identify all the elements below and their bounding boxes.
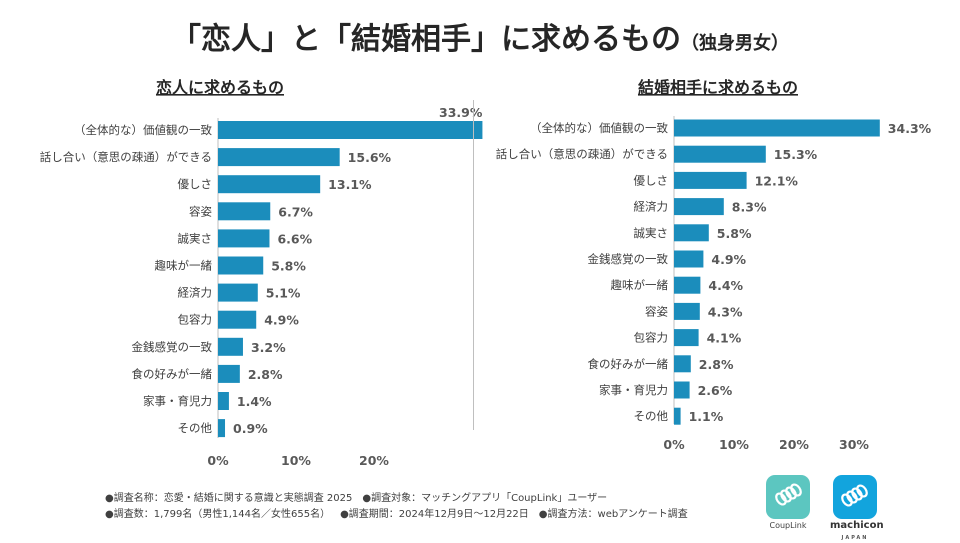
left-value-label: 3.2% bbox=[251, 340, 286, 355]
right-category-label: 優しさ bbox=[634, 173, 669, 187]
right-bar bbox=[674, 250, 704, 268]
left-bar bbox=[218, 392, 229, 410]
left-value-label: 5.8% bbox=[271, 259, 306, 274]
left-bar bbox=[218, 256, 264, 275]
right-category-label: （全体的な）価値観の一致 bbox=[530, 121, 668, 135]
right-value-label: 2.8% bbox=[699, 357, 734, 372]
right-category-label: 食の好みが一緒 bbox=[588, 357, 669, 371]
footer-count: ●調査数：1,799名（男性1,144名／女性655名） bbox=[105, 509, 331, 520]
machicon-logo: machicon JAPAN bbox=[830, 475, 884, 543]
left-value-label: 5.1% bbox=[266, 286, 301, 301]
title-main: 「恋人」と「結婚相手」に求めるもの bbox=[171, 22, 681, 57]
left-category-label: その他 bbox=[178, 421, 213, 435]
right-bar bbox=[674, 171, 747, 189]
left-value-label: 1.4% bbox=[237, 394, 272, 409]
left-category-label: （全体的な）価値観の一致 bbox=[74, 123, 212, 137]
page-title: 「恋人」と「結婚相手」に求めるもの（独身男女） bbox=[0, 14, 960, 58]
left-x-tick-label: 0% bbox=[207, 453, 229, 468]
right-value-label: 4.4% bbox=[708, 278, 743, 293]
right-x-tick-label: 30% bbox=[839, 437, 869, 452]
left-x-tick-label: 20% bbox=[359, 453, 389, 468]
right-value-label: 4.9% bbox=[711, 252, 746, 267]
left-value-label: 6.6% bbox=[277, 231, 312, 246]
right-value-label: 15.3% bbox=[774, 147, 818, 162]
left-category-label: 優しさ bbox=[178, 177, 213, 191]
right-category-label: 包容力 bbox=[634, 331, 669, 345]
right-value-label: 8.3% bbox=[732, 200, 767, 215]
right-bar bbox=[674, 119, 880, 137]
left-value-label: 13.1% bbox=[328, 177, 372, 192]
right-value-label: 4.1% bbox=[707, 331, 742, 346]
right-category-label: その他 bbox=[634, 409, 669, 423]
left-category-label: 包容力 bbox=[178, 313, 213, 327]
left-bar bbox=[218, 310, 257, 329]
left-value-label: 15.6% bbox=[348, 150, 392, 165]
survey-footer: ●調査名称：恋愛・結婚に関する意識と実態調査 2025 ●調査対象：マッチングアプ… bbox=[105, 491, 688, 523]
right-bar bbox=[674, 381, 690, 399]
left-bar bbox=[218, 229, 270, 248]
left-category-label: 趣味が一緒 bbox=[155, 259, 213, 273]
right-value-label: 34.3% bbox=[888, 121, 932, 136]
left-category-label: 容姿 bbox=[189, 204, 212, 218]
left-bar bbox=[218, 175, 321, 194]
right-x-tick-label: 20% bbox=[779, 437, 809, 452]
couplink-logo-icon bbox=[766, 475, 810, 519]
right-bar bbox=[674, 224, 709, 242]
machicon-logo-subtext: JAPAN bbox=[841, 535, 869, 541]
right-value-label: 5.8% bbox=[717, 226, 752, 241]
left-value-label: 2.8% bbox=[248, 367, 283, 382]
left-bar bbox=[218, 148, 340, 167]
left-value-label: 6.7% bbox=[278, 204, 313, 219]
chart-divider bbox=[473, 100, 474, 430]
right-category-label: 容姿 bbox=[645, 304, 668, 318]
right-value-label: 4.3% bbox=[708, 304, 743, 319]
couplink-logo: CoupLink bbox=[763, 475, 813, 530]
left-bar bbox=[218, 283, 258, 302]
left-bar bbox=[218, 121, 483, 139]
couplink-logo-text: CoupLink bbox=[769, 521, 807, 530]
right-value-label: 1.1% bbox=[689, 409, 724, 424]
right-category-label: 話し合い（意思の疎通）ができる bbox=[496, 147, 668, 161]
left-x-tick-label: 10% bbox=[281, 453, 311, 468]
left-category-label: 金銭感覚の一致 bbox=[132, 340, 213, 354]
right-bar bbox=[674, 355, 691, 373]
right-bar bbox=[674, 145, 766, 163]
right-category-label: 経済力 bbox=[634, 200, 669, 214]
right-x-tick-label: 10% bbox=[719, 437, 749, 452]
footer-method: ●調査方法：webアンケート調査 bbox=[538, 509, 688, 520]
left-category-label: 話し合い（意思の疎通）ができる bbox=[40, 150, 212, 164]
right-category-label: 誠実さ bbox=[634, 226, 669, 240]
left-bar bbox=[218, 337, 243, 356]
right-chart-title: 結婚相手に求めるもの bbox=[638, 78, 798, 97]
right-category-label: 趣味が一緒 bbox=[611, 278, 669, 292]
left-bar bbox=[218, 364, 240, 383]
left-value-label: 4.9% bbox=[264, 313, 299, 328]
left-category-label: 家事・育児力 bbox=[143, 394, 212, 408]
left-chart-title: 恋人に求めるもの bbox=[156, 78, 284, 97]
left-category-label: 経済力 bbox=[178, 286, 213, 300]
machicon-logo-text: machicon bbox=[830, 520, 884, 531]
left-category-label: 誠実さ bbox=[178, 231, 213, 245]
right-category-label: 家事・育児力 bbox=[599, 383, 668, 397]
left-category-label: 食の好みが一緒 bbox=[132, 367, 213, 381]
left-value-label: 0.9% bbox=[233, 421, 268, 436]
right-category-label: 金銭感覚の一致 bbox=[588, 252, 669, 266]
machicon-logo-icon bbox=[833, 475, 877, 519]
footer-period: ●調査期間：2024年12月9日～12月22日 bbox=[340, 509, 529, 520]
title-sub: （独身男女） bbox=[681, 33, 789, 54]
left-bar bbox=[218, 419, 226, 438]
right-bar bbox=[674, 302, 700, 320]
right-bar bbox=[674, 329, 699, 347]
footer-target: ●調査対象：マッチングアプリ「CoupLink」ユーザー bbox=[362, 493, 608, 504]
right-x-tick-label: 0% bbox=[663, 437, 685, 452]
right-value-label: 12.1% bbox=[755, 173, 799, 188]
right-value-label: 2.6% bbox=[698, 383, 733, 398]
left-value-label: 33.9% bbox=[439, 105, 483, 120]
right-bar bbox=[674, 276, 701, 294]
footer-survey-name: ●調査名称：恋愛・結婚に関する意識と実態調査 2025 bbox=[105, 493, 353, 504]
right-bar bbox=[674, 407, 681, 425]
left-bar bbox=[218, 202, 271, 221]
right-bar bbox=[674, 198, 724, 216]
